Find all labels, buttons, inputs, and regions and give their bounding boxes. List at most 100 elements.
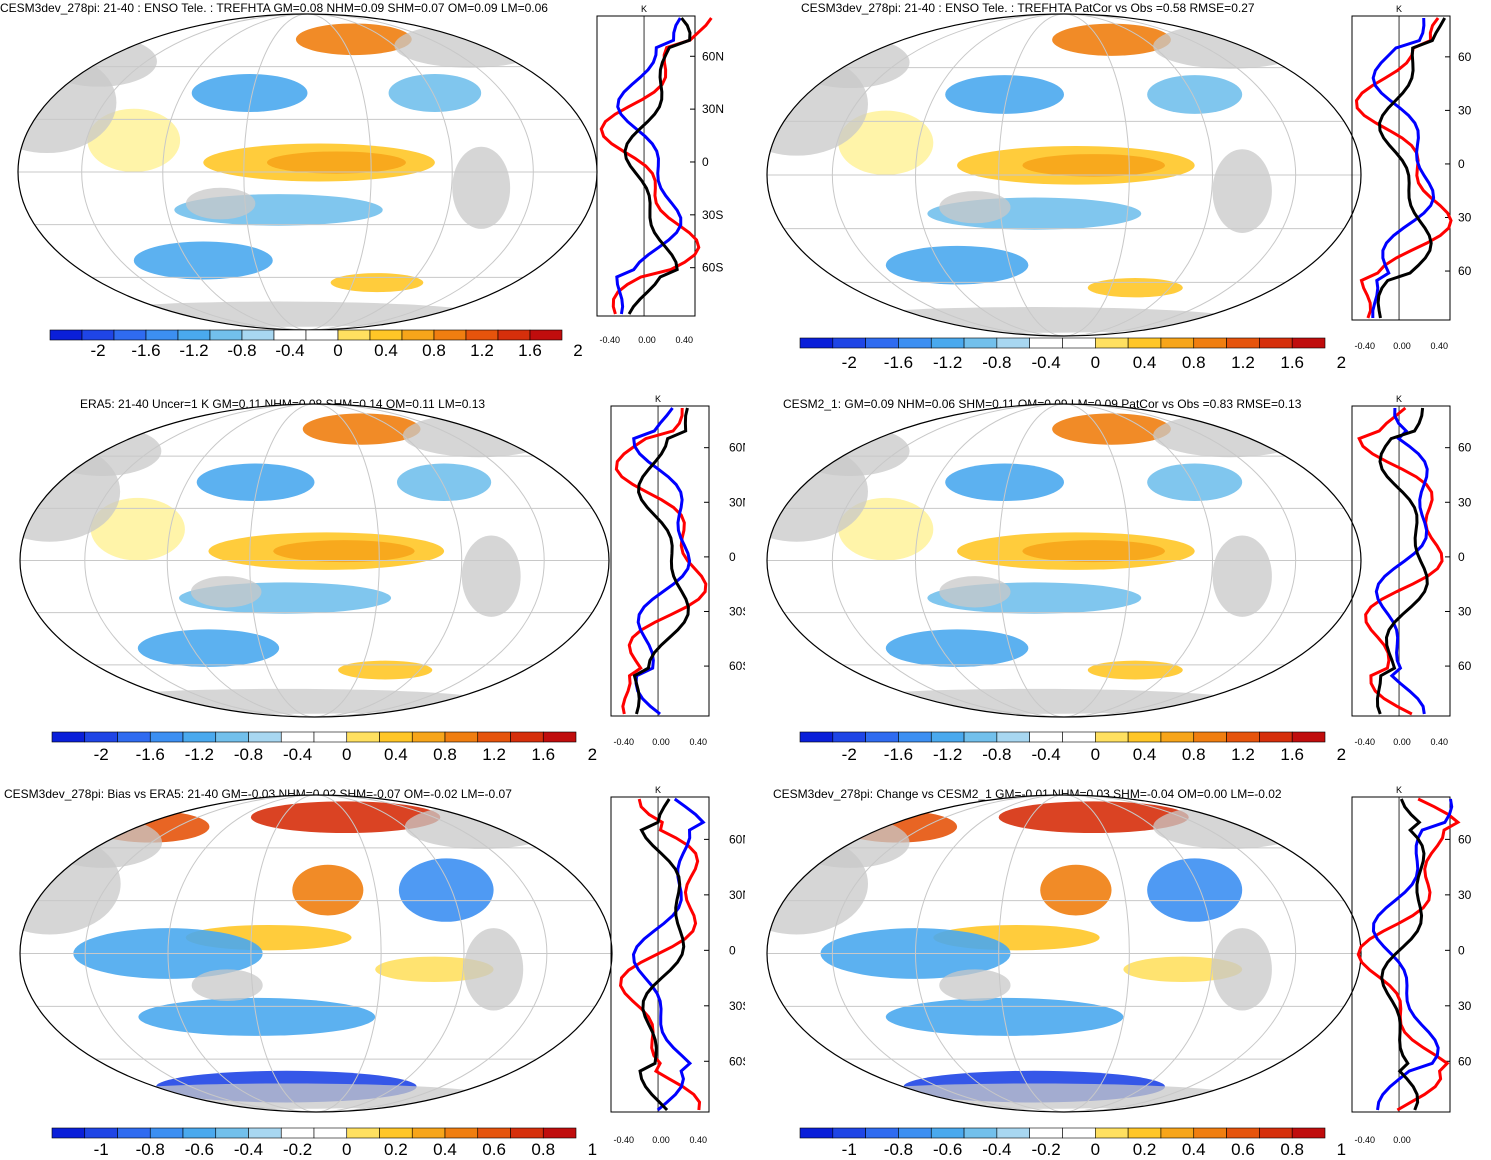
profile-x-label: 0.40 xyxy=(1430,737,1448,747)
panel-2: CESM3dev_278pi: 21-40 : ENSO Tele. : TRE… xyxy=(745,0,1491,380)
profile-unit: K xyxy=(655,394,661,404)
profile-x-label: 0.40 xyxy=(675,335,693,345)
colorbar-label: -1.6 xyxy=(884,353,913,372)
colorbar-label: -0.4 xyxy=(982,1140,1011,1159)
colorbar-box xyxy=(497,329,531,341)
map-plot: -2 -1.6 -1.2 -0.8 -0.4 0 0.4 0.8 1.2 1.6 2K6030030… xyxy=(766,4,1472,372)
land-area xyxy=(826,1083,1243,1109)
colorbar-box xyxy=(1095,1127,1129,1139)
profile-line-black xyxy=(623,17,692,315)
profile-x-label: -0.40 xyxy=(599,335,620,345)
profile-x-label: 0.00 xyxy=(1393,737,1411,747)
colorbar-box xyxy=(215,1127,249,1139)
colorbar-label: 1 xyxy=(588,1140,597,1159)
colorbar-label: -2 xyxy=(90,341,105,360)
land-area xyxy=(191,969,263,1002)
colorbar-box xyxy=(996,731,1030,743)
colorbar-label: 0 xyxy=(342,745,351,764)
profile-lat-label: 60 xyxy=(1458,50,1472,64)
profile-x-label: 0.00 xyxy=(652,737,670,747)
colorbar-label: -1.2 xyxy=(933,745,962,764)
anomaly-contour xyxy=(1087,660,1183,680)
panel-title: ERA5: 21-40 Uncer=1 K GM=0.11 NHM=0.08 S… xyxy=(80,397,486,411)
colorbar-label: -0.8 xyxy=(234,745,263,764)
profile-x-label: -0.40 xyxy=(613,1135,634,1145)
profile-lat-label: 60 xyxy=(1458,1054,1472,1068)
colorbar-label: 0.6 xyxy=(1231,1140,1255,1159)
colorbar-label: -1.2 xyxy=(179,341,208,360)
anomaly-contour xyxy=(1147,75,1243,114)
colorbar-box xyxy=(510,731,544,743)
colorbar-label: -0.6 xyxy=(185,1140,214,1159)
colorbar-box xyxy=(832,731,866,743)
profile-x-label: -0.40 xyxy=(1354,1135,1375,1145)
anomaly-contour xyxy=(998,801,1189,834)
colorbar-label: -1.2 xyxy=(933,353,962,372)
colorbar-label: -1 xyxy=(842,1140,857,1159)
profile-lat-label: 60S xyxy=(702,261,723,275)
colorbar-label: 0.2 xyxy=(384,1140,408,1159)
colorbar-box xyxy=(963,1127,998,1139)
colorbar-label: 0.8 xyxy=(422,341,446,360)
colorbar-box xyxy=(51,1127,86,1139)
colorbar-label: 1.2 xyxy=(482,745,506,764)
land-area xyxy=(402,413,556,458)
colorbar-label: -2 xyxy=(94,745,109,764)
anomaly-contour xyxy=(250,801,441,834)
land-area xyxy=(1212,928,1272,1011)
map-border xyxy=(766,403,1362,718)
profile-x-label: 0.00 xyxy=(652,1135,670,1145)
colorbar-label: -1.6 xyxy=(884,745,913,764)
colorbar-label: 0 xyxy=(1091,353,1100,372)
profile-frame xyxy=(1351,796,1451,1113)
colorbar-label: 0 xyxy=(1091,1140,1100,1159)
profile-line-black xyxy=(1375,407,1429,715)
profile-x-label: -0.40 xyxy=(613,737,634,747)
colorbar-box xyxy=(832,337,866,349)
colorbar-label: -0.4 xyxy=(275,341,304,360)
colorbar-label: -2 xyxy=(842,745,857,764)
colorbar-box xyxy=(898,1127,932,1139)
profile-line-blue xyxy=(631,797,706,1112)
anomaly-contour xyxy=(1022,540,1165,563)
colorbar-box xyxy=(963,731,998,743)
panel-4: CESM2_1: GM=0.09 NHM=0.06 SHM=0.11 OM=0.… xyxy=(745,390,1491,770)
anomaly-contour xyxy=(1147,463,1243,502)
profile-lat-label: 60 xyxy=(1458,264,1472,278)
panel-title: CESM3dev_278pi: Bias vs ERA5: 21-40 GM=-… xyxy=(4,787,512,801)
colorbar-label: 1 xyxy=(1337,1140,1346,1159)
colorbar-label: 1.6 xyxy=(518,341,542,360)
colorbar-box xyxy=(215,731,249,743)
profile-x-label: 0.40 xyxy=(1430,341,1448,351)
colorbar-box xyxy=(799,1127,834,1139)
profile-unit: K xyxy=(1396,394,1402,404)
map-border xyxy=(19,794,613,1113)
profile-lat-label: 30S xyxy=(729,999,745,1013)
anomaly-contour xyxy=(273,540,415,563)
colorbar-box xyxy=(930,337,965,349)
profile-lat-label: 60 xyxy=(1458,441,1472,455)
colorbar-box xyxy=(84,1127,118,1139)
anomaly-contour xyxy=(1022,154,1165,177)
colorbar-box xyxy=(1160,731,1195,743)
profile-line-black xyxy=(638,798,686,1112)
colorbar-label: 0.4 xyxy=(1133,353,1157,372)
colorbar-box xyxy=(930,731,965,743)
colorbar-box xyxy=(1193,1127,1227,1139)
map-plot: -2-1.6-1.2-0.8-0.400.40.81.21.62K60N30N0… xyxy=(19,394,745,764)
colorbar-box xyxy=(433,329,467,341)
colorbar-box xyxy=(542,731,577,743)
colorbar-box xyxy=(1259,337,1293,349)
anomaly-contour xyxy=(885,629,1029,667)
colorbar-box xyxy=(444,1127,479,1139)
profile-line-red xyxy=(599,17,713,315)
panel-title: CESM3dev_278pi: 21-40 : ENSO Tele. : TRE… xyxy=(0,1,548,15)
colorbar-label: 0.4 xyxy=(433,1140,457,1159)
colorbar-label: 0.4 xyxy=(384,745,408,764)
colorbar-box xyxy=(209,329,243,341)
anomaly-contour xyxy=(1147,858,1243,922)
land-area xyxy=(1153,804,1308,849)
colorbar-box xyxy=(241,329,275,341)
anomaly-contour xyxy=(388,74,482,112)
colorbar-box xyxy=(411,731,446,743)
